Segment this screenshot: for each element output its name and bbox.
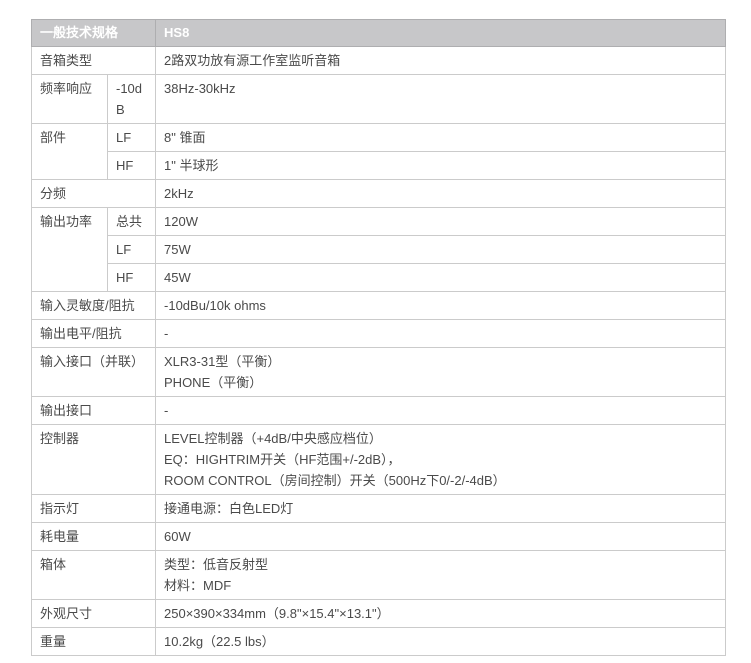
spec-label: 音箱类型 <box>30 46 157 75</box>
spec-value: - <box>155 319 727 348</box>
spec-value: 1" 半球形 <box>155 151 727 180</box>
spec-value-line: PHONE（平衡） <box>164 375 263 390</box>
spec-row-output-connectors: 输出接口 - <box>30 396 727 425</box>
spec-value: 接通电源：白色LED灯 <box>155 494 727 523</box>
spec-label: 外观尺寸 <box>30 599 157 628</box>
spec-label: 输出功率 <box>31 207 108 292</box>
spec-label: 分频 <box>30 179 157 208</box>
spec-value-line: XLR3-31型（平衡） <box>164 354 281 369</box>
spec-row-dimensions: 外观尺寸 250×390×334mm（9.8"×15.4"×13.1"） <box>30 599 727 628</box>
spec-label: 输入灵敏度/阻抗 <box>30 291 157 320</box>
spec-value: - <box>155 396 727 425</box>
spec-value-line: ROOM CONTROL（房间控制）开关（500Hz下0/-2/-4dB） <box>164 473 506 488</box>
spec-sub-label: -10dB <box>106 74 157 124</box>
spec-sub-label: LF <box>106 123 157 152</box>
spec-row-output-power-total: 输出功率 总共 120W <box>31 207 727 292</box>
spec-row-indicator: 指示灯 接通电源：白色LED灯 <box>30 494 727 523</box>
spec-row-frequency-response: 频率响应 -10dB 38Hz-30kHz <box>31 74 727 124</box>
spec-sub-label: HF <box>106 263 157 292</box>
spec-label: 输出接口 <box>30 396 157 425</box>
spec-value-line: 材料：MDF <box>164 578 232 593</box>
spec-label: 重量 <box>30 627 157 656</box>
spec-value-line: EQ：HIGHTRIM开关（HF范围+/-2dB）， <box>164 452 401 467</box>
spec-label: 指示灯 <box>30 494 157 523</box>
spec-row-output-power-hf: HF 45W <box>32 263 727 292</box>
spec-row-input-sensitivity: 输入灵敏度/阻抗 -10dBu/10k ohms <box>30 291 727 320</box>
spec-row-output-power-lf: LF 75W <box>32 235 727 264</box>
spec-value-line: 类型：低音反射型 <box>164 557 269 572</box>
spec-sub-label: 总共 <box>106 207 157 236</box>
spec-row-controls: 控制器 LEVEL控制器（+4dB/中央感应档位） EQ：HIGHTRIM开关（… <box>30 424 727 495</box>
spec-value: -10dBu/10k ohms <box>155 291 727 320</box>
spec-value-line: LEVEL控制器（+4dB/中央感应档位） <box>164 431 382 446</box>
spec-row-weight: 重量 10.2kg（22.5 lbs） <box>30 627 727 656</box>
spec-row-speaker-type: 音箱类型 2路双功放有源工作室监听音箱 <box>30 46 727 75</box>
spec-sub-label: HF <box>106 151 157 180</box>
spec-table: 一般技术规格 HS8 音箱类型 2路双功放有源工作室监听音箱 频率响应 -10d… <box>30 19 727 656</box>
spec-value: 45W <box>155 263 727 292</box>
spec-value: 60W <box>155 522 727 551</box>
spec-value: 120W <box>155 207 727 236</box>
spec-label: 输出电平/阻抗 <box>30 319 157 348</box>
spec-value: LEVEL控制器（+4dB/中央感应档位） EQ：HIGHTRIM开关（HF范围… <box>155 424 727 495</box>
spec-value: 8" 锥面 <box>155 123 727 152</box>
spec-header-row: 一般技术规格 HS8 <box>30 19 727 47</box>
spec-row-components-hf: HF 1" 半球形 <box>32 151 727 180</box>
spec-table-title: 一般技术规格 <box>30 19 157 47</box>
spec-label: 耗电量 <box>30 522 157 551</box>
spec-value: XLR3-31型（平衡） PHONE（平衡） <box>155 347 727 397</box>
model-name: HS8 <box>155 19 727 47</box>
spec-row-components-lf: 部件 LF 8" 锥面 <box>31 123 727 180</box>
spec-value: 10.2kg（22.5 lbs） <box>155 627 727 656</box>
spec-row-output-level: 输出电平/阻抗 - <box>30 319 727 348</box>
spec-label: 频率响应 <box>31 74 108 124</box>
spec-row-crossover: 分频 2kHz <box>30 179 727 208</box>
spec-value: 2路双功放有源工作室监听音箱 <box>155 46 727 75</box>
spec-value: 类型：低音反射型 材料：MDF <box>155 550 727 600</box>
spec-row-power-consumption: 耗电量 60W <box>30 522 727 551</box>
spec-label: 输入接口（并联） <box>30 347 157 397</box>
spec-label: 部件 <box>31 123 108 180</box>
spec-value: 2kHz <box>155 179 727 208</box>
spec-row-cabinet: 箱体 类型：低音反射型 材料：MDF <box>30 550 727 600</box>
spec-value: 38Hz-30kHz <box>155 74 727 124</box>
spec-value: 75W <box>155 235 727 264</box>
spec-sub-label: LF <box>106 235 157 264</box>
spec-label: 控制器 <box>30 424 157 495</box>
spec-row-input-connectors: 输入接口（并联） XLR3-31型（平衡） PHONE（平衡） <box>30 347 727 397</box>
spec-label: 箱体 <box>30 550 157 600</box>
spec-value: 250×390×334mm（9.8"×15.4"×13.1"） <box>155 599 727 628</box>
